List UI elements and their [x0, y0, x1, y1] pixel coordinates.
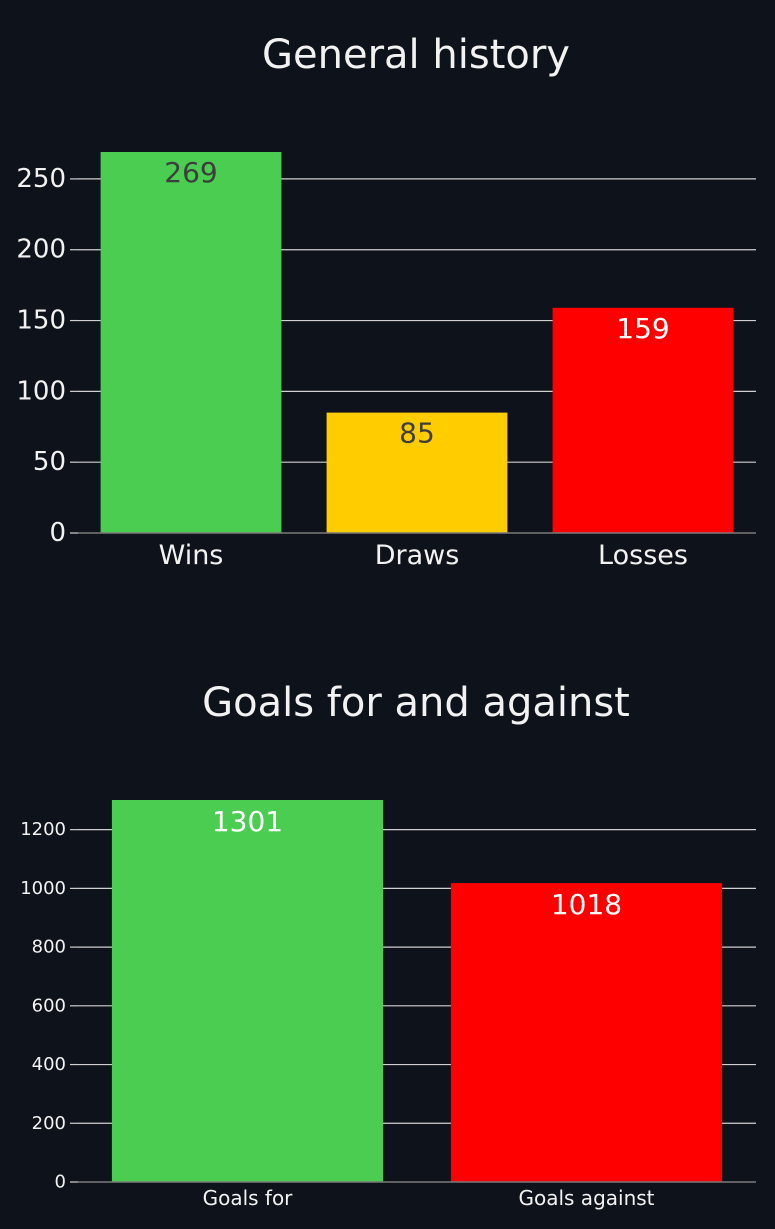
bar-goals-for — [111, 800, 384, 1182]
data-label: 269 — [164, 156, 217, 189]
y-tick-label: 1000 — [20, 878, 66, 899]
data-label: 1301 — [212, 805, 283, 838]
data-labels: 269 85 159 — [164, 156, 669, 450]
y-tick-label: 100 — [16, 376, 66, 406]
y-axis: 0 200 400 600 800 1000 1200 — [20, 819, 78, 1193]
x-tick-label: Goals for — [203, 1186, 294, 1210]
y-axis: 0 50 100 150 200 250 — [16, 164, 78, 548]
y-tick-label: 800 — [32, 937, 66, 958]
y-tick-label: 0 — [49, 518, 66, 548]
y-tick-label: 200 — [32, 1113, 66, 1134]
x-tick-label: Losses — [598, 540, 688, 571]
chart-title: General history — [262, 32, 570, 78]
y-tick-label: 600 — [32, 995, 66, 1016]
x-tick-label: Goals against — [518, 1186, 654, 1210]
data-labels: 1301 1018 — [212, 805, 622, 921]
x-tick-label: Wins — [159, 540, 224, 571]
bar-draws — [326, 412, 508, 533]
goals-for-and-against-chart: Goals for and against 0 200 400 600 800 1000 1… — [20, 680, 756, 1210]
y-tick-label: 1200 — [20, 819, 66, 840]
x-tick-label: Draws — [375, 540, 460, 571]
data-label: 1018 — [551, 888, 622, 921]
y-tick-label: 50 — [33, 447, 66, 477]
data-label: 159 — [616, 312, 669, 345]
x-axis: Goals for Goals against — [78, 1181, 756, 1210]
chart-title: Goals for and against — [202, 680, 630, 726]
y-tick-label: 0 — [55, 1172, 66, 1193]
bars — [100, 152, 734, 533]
bar-losses — [552, 307, 734, 533]
general-history-chart: General history 0 50 100 150 200 250 Wins Draw… — [16, 32, 756, 571]
x-axis: Wins Draws Losses — [78, 532, 756, 571]
bar-goals-against — [450, 883, 723, 1182]
y-tick-label: 200 — [16, 235, 66, 265]
bars — [111, 800, 723, 1182]
y-tick-label: 250 — [16, 164, 66, 194]
data-label: 85 — [399, 417, 435, 450]
y-tick-label: 150 — [16, 306, 66, 336]
y-tick-label: 400 — [32, 1054, 66, 1075]
bar-wins — [100, 152, 282, 533]
